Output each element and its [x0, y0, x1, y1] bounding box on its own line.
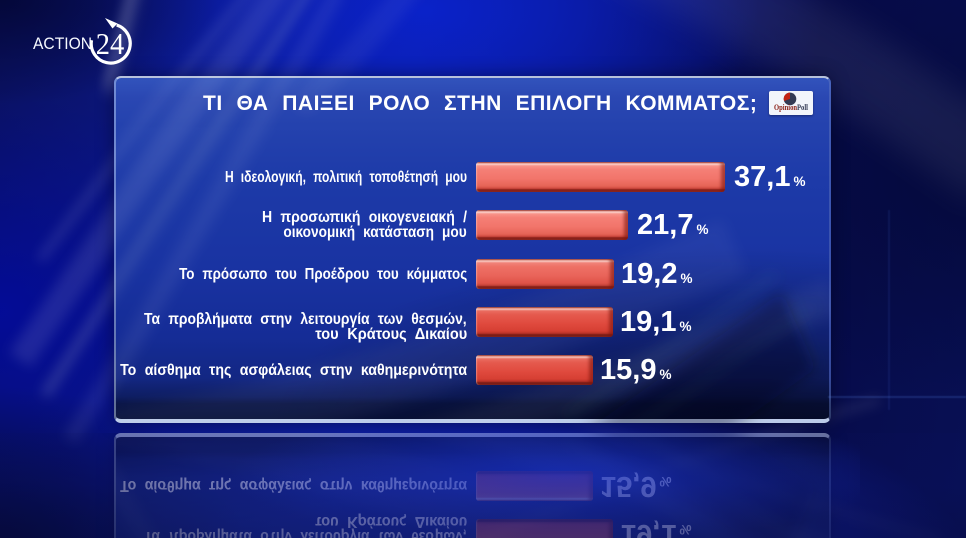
- svg-text:OpinionPoll: OpinionPoll: [774, 103, 809, 112]
- svg-text:24: 24: [96, 26, 125, 61]
- svg-text:ACTION: ACTION: [33, 35, 92, 53]
